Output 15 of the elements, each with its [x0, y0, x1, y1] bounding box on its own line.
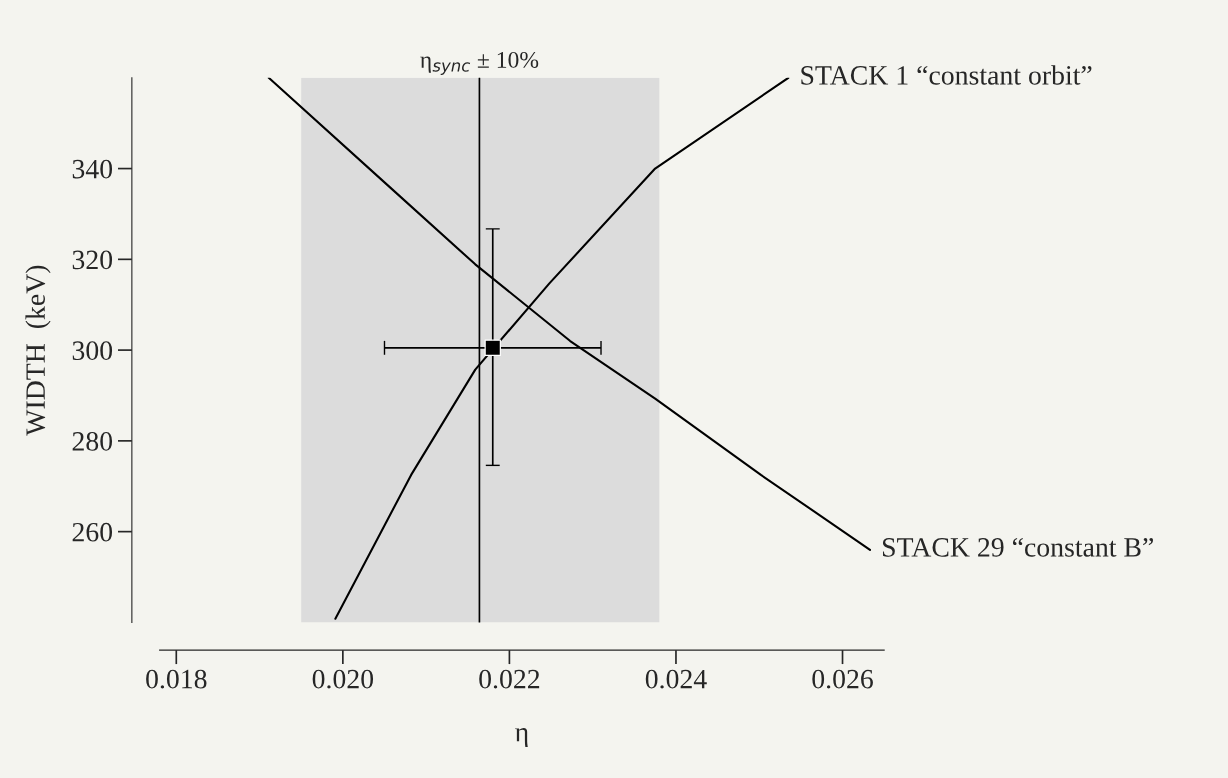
x-tick-label: 0.018: [146, 669, 207, 689]
y-tick-label: 280: [72, 432, 113, 451]
x-tick-label: 0.026: [812, 669, 873, 689]
x-tick-label: 0.024: [645, 669, 707, 689]
series-label: STACK 29 “constant B”: [882, 537, 1153, 557]
y-tick-label: 300: [72, 341, 113, 361]
y-axis-title: WIDTH (keV): [25, 265, 51, 436]
y-tick-label: 320: [72, 250, 113, 270]
y-tick-label: 260: [72, 522, 113, 542]
y-tick-label: 340: [72, 159, 113, 179]
ref-line-label: η$_{sync}$ ± 10%: [420, 51, 539, 75]
x-tick-label: 0.020: [312, 669, 374, 689]
x-axis-title: η: [515, 728, 528, 748]
series-label: STACK 1 “constant orbit”: [801, 65, 1092, 85]
x-tick-label: 0.022: [479, 669, 540, 689]
